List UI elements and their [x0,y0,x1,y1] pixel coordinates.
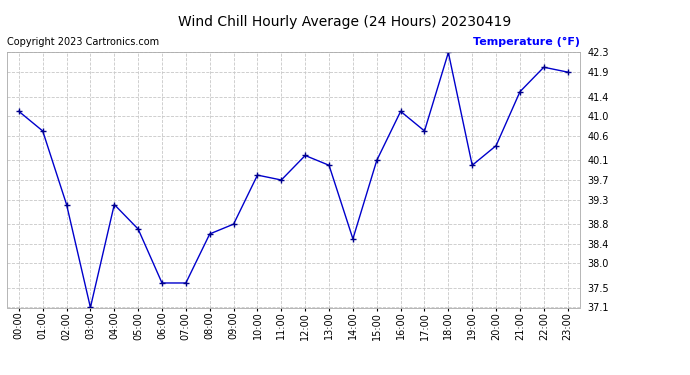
Text: Copyright 2023 Cartronics.com: Copyright 2023 Cartronics.com [7,38,159,47]
Text: Temperature (°F): Temperature (°F) [473,38,580,47]
Text: Wind Chill Hourly Average (24 Hours) 20230419: Wind Chill Hourly Average (24 Hours) 202… [179,15,511,29]
